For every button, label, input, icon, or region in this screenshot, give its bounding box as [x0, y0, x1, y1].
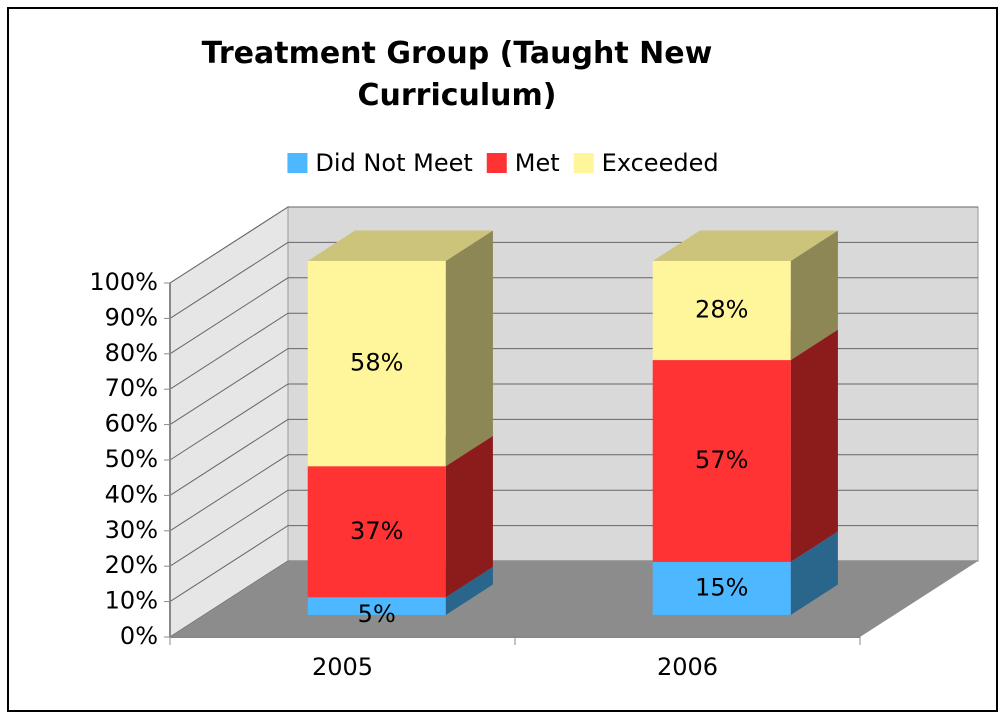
- y-tick-label: 0%: [120, 622, 158, 650]
- legend-label: Exceeded: [602, 149, 719, 177]
- legend-label: Met: [515, 149, 560, 177]
- y-tick-label: 20%: [105, 551, 158, 579]
- x-tick-label: 2005: [312, 653, 373, 681]
- y-tick-label: 100%: [89, 268, 158, 296]
- bar: [307, 466, 446, 598]
- bar-side: [445, 230, 493, 467]
- data-label: 15%: [695, 573, 748, 601]
- bar-side: [790, 230, 838, 361]
- data-label: 57%: [695, 446, 748, 474]
- data-label: 58%: [350, 349, 403, 377]
- legend-swatch: [486, 153, 507, 173]
- legend-label: Did Not Meet: [315, 149, 472, 177]
- data-label: 28%: [695, 296, 748, 324]
- y-tick-label: 40%: [105, 480, 158, 508]
- bar-top: [652, 230, 838, 261]
- y-tick-label: 50%: [105, 445, 158, 473]
- bar: [652, 260, 791, 361]
- bar-side: [445, 435, 493, 598]
- legend-swatch: [573, 153, 594, 173]
- bar-side: [445, 566, 493, 615]
- floor: [170, 561, 978, 637]
- legend-swatch: [287, 153, 308, 173]
- data-label: 37%: [350, 517, 403, 545]
- grid-line: [169, 206, 978, 284]
- bar: [652, 360, 791, 562]
- y-tick-label: 80%: [105, 339, 158, 367]
- bar-top: [307, 230, 493, 261]
- bar-side: [790, 329, 838, 562]
- bar: [307, 260, 446, 467]
- chart-title: Treatment Group (Taught New Curriculum): [201, 36, 713, 113]
- y-tick-label: 30%: [105, 516, 158, 544]
- bar: [307, 597, 446, 615]
- y-tick-label: 70%: [105, 374, 158, 402]
- bar: [652, 561, 791, 615]
- y-tick-label: 90%: [105, 303, 158, 331]
- y-tick-label: 10%: [105, 587, 158, 615]
- y-tick-label: 60%: [105, 410, 158, 438]
- bar-side: [790, 531, 838, 615]
- x-tick-label: 2006: [657, 653, 718, 681]
- data-label: 5%: [358, 600, 396, 628]
